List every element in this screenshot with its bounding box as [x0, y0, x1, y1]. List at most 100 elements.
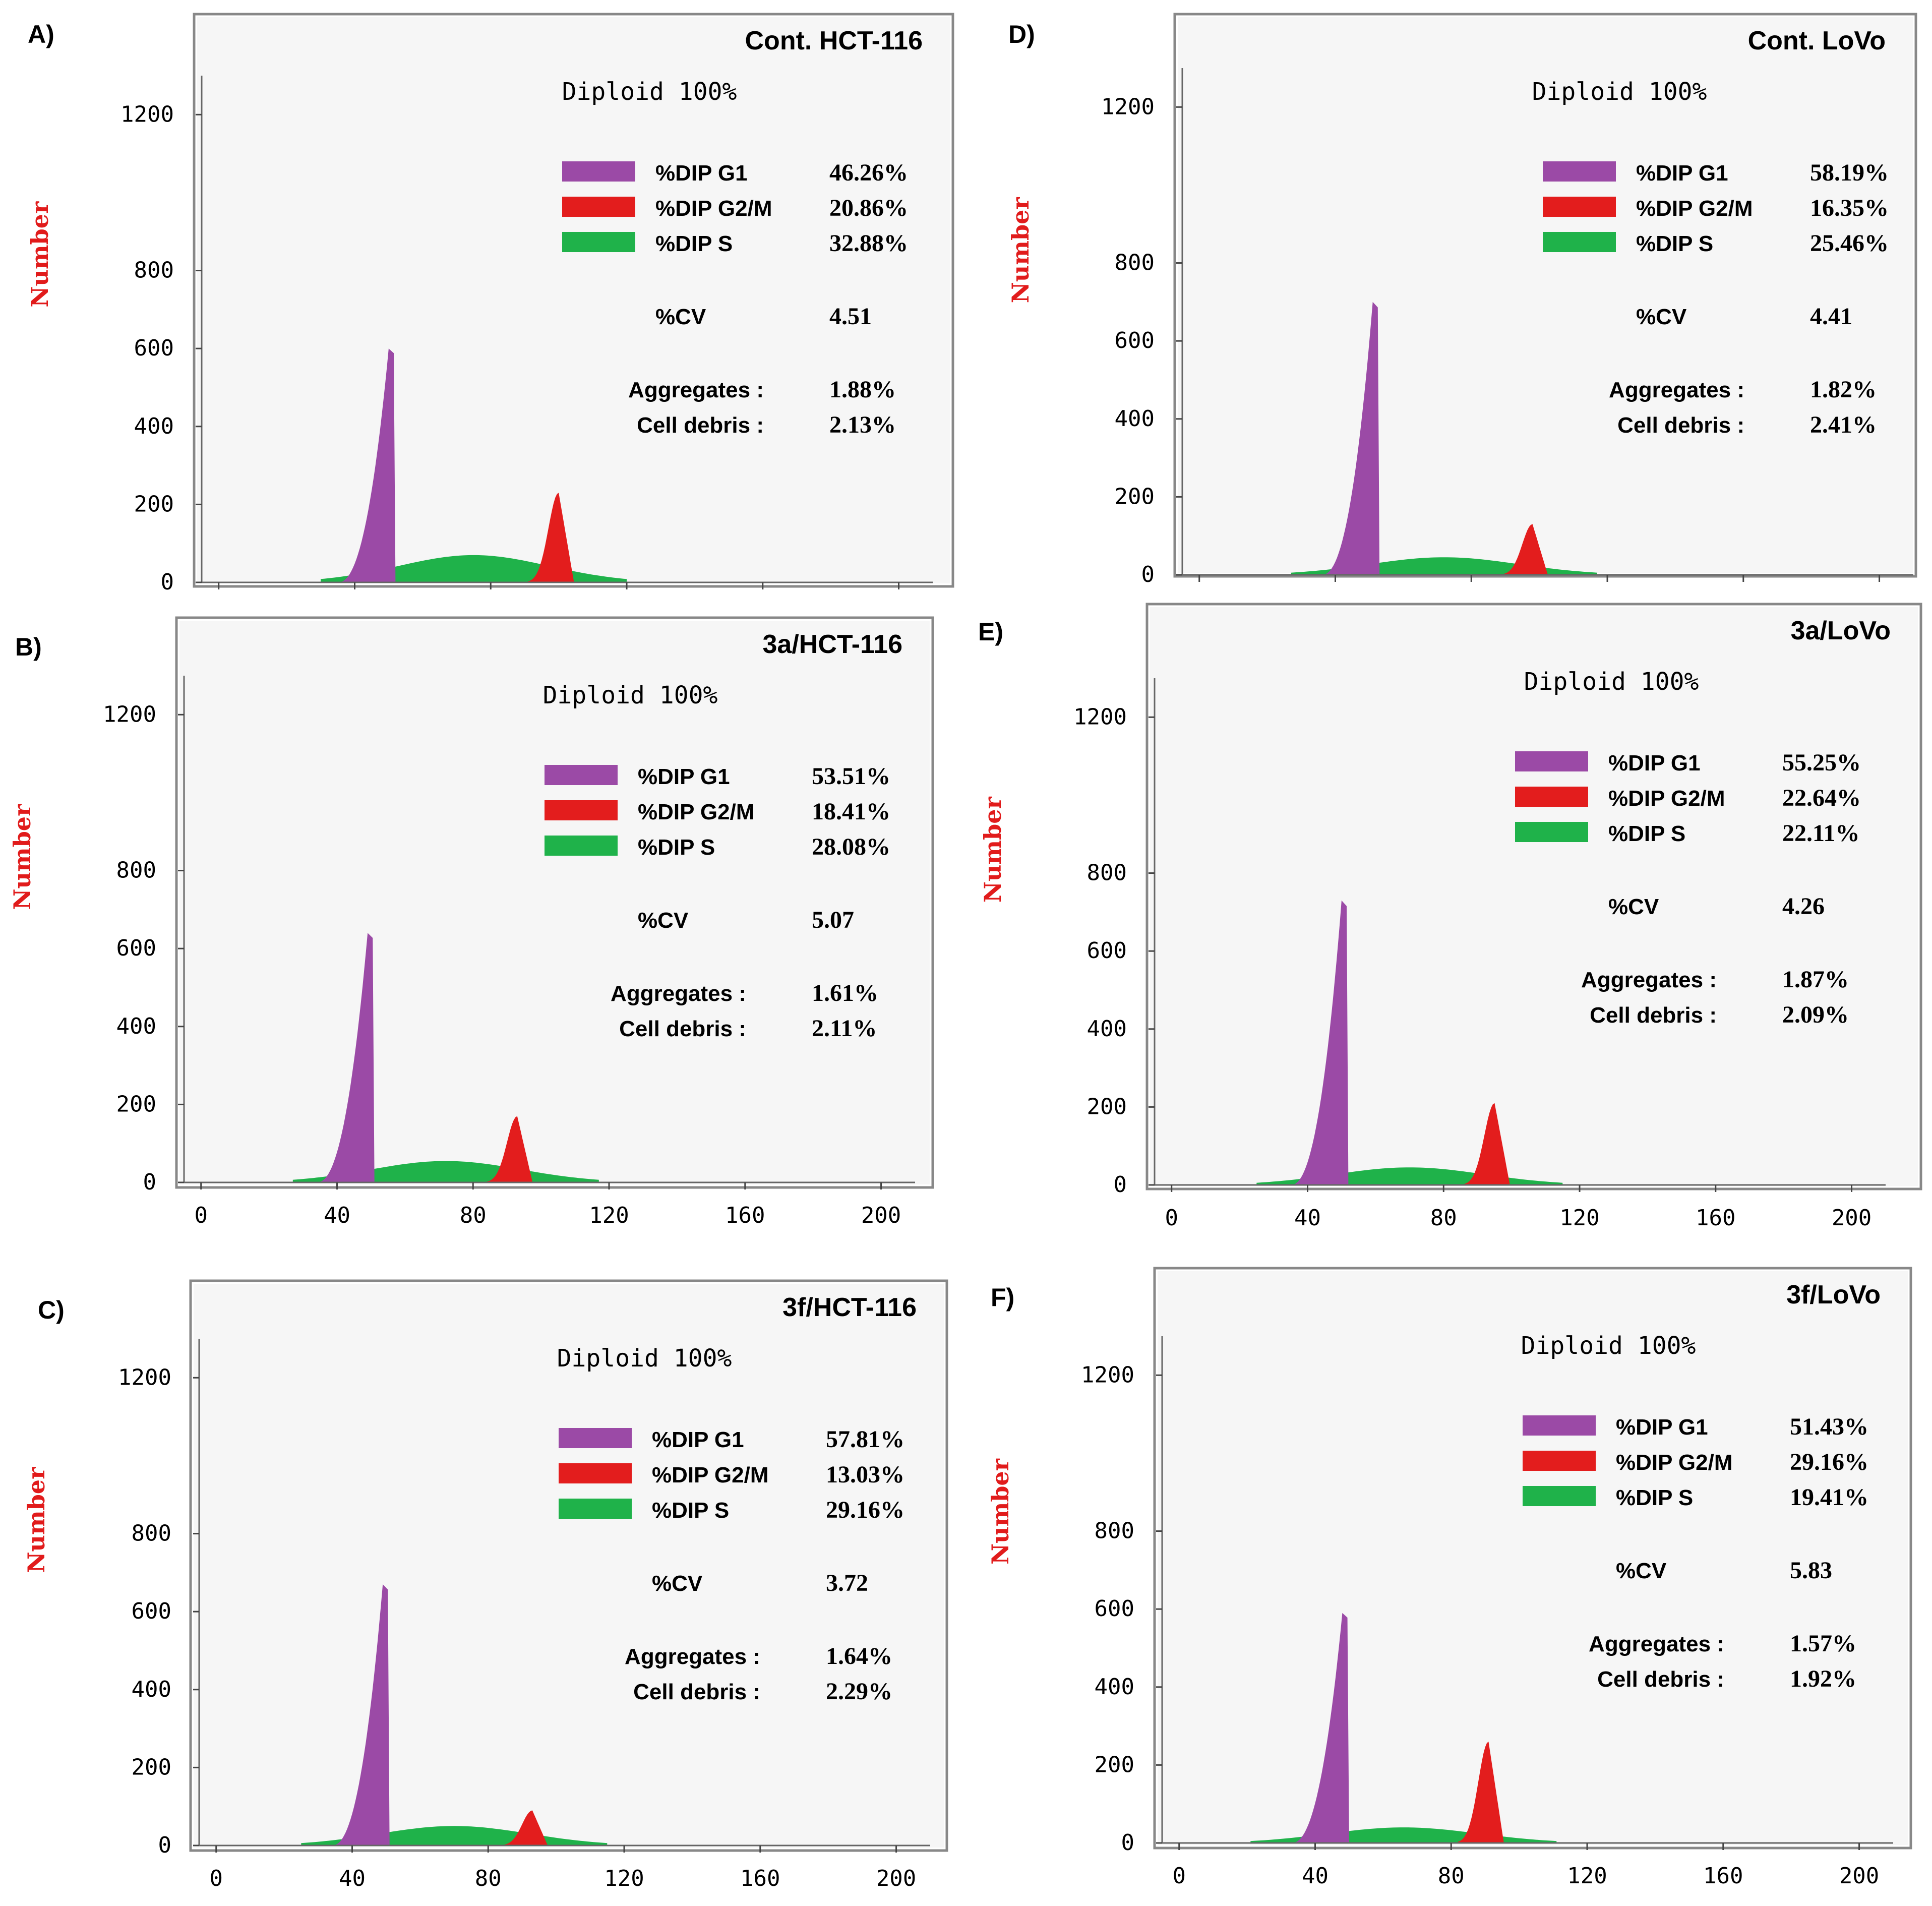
- x-tick-label: 120: [1567, 1863, 1607, 1889]
- x-tick-label: 80: [460, 1203, 487, 1228]
- aggregates-label: Aggregates :: [1609, 378, 1744, 402]
- x-tick-label: 160: [725, 1203, 765, 1228]
- legend-swatch: [1543, 161, 1616, 182]
- legend-label: %DIP G2/M: [638, 800, 754, 824]
- y-tick-label: 200: [134, 491, 174, 517]
- cv-value: 5.07: [812, 907, 854, 933]
- y-tick-label: 400: [1087, 1016, 1127, 1042]
- y-tick-label: 0: [1121, 1830, 1135, 1856]
- legend-value: 20.86%: [829, 195, 908, 221]
- legend-swatch: [1515, 822, 1588, 842]
- y-tick-label: 1200: [103, 701, 156, 727]
- x-tick-label: 200: [1839, 1863, 1879, 1889]
- x-tick-label: 0: [1165, 1205, 1178, 1231]
- debris-value: 2.29%: [826, 1678, 892, 1705]
- legend-swatch: [559, 1499, 632, 1519]
- legend-swatch: [1523, 1451, 1596, 1471]
- y-tick-label: 400: [1115, 406, 1155, 432]
- y-tick-label: 200: [116, 1091, 156, 1117]
- g2m-peak: [1458, 1742, 1504, 1843]
- legend-swatch: [1543, 232, 1616, 252]
- y-tick-label: 800: [116, 858, 156, 883]
- y-tick-label: 0: [1114, 1172, 1127, 1198]
- legend-value: 22.64%: [1782, 785, 1861, 811]
- x-tick-label: 0: [209, 1866, 223, 1891]
- legend-label: %DIP G1: [1616, 1415, 1708, 1440]
- y-tick-label: 200: [1095, 1752, 1134, 1777]
- legend-swatch: [1543, 197, 1616, 217]
- y-tick-label: 600: [134, 335, 174, 361]
- x-tick-label: 160: [740, 1866, 780, 1891]
- legend-swatch: [559, 1428, 632, 1448]
- y-tick-label: 600: [1115, 328, 1155, 353]
- ploidy-label: Diploid 100%: [557, 1344, 732, 1373]
- cv-label: %CV: [652, 1571, 703, 1596]
- legend-value: 53.51%: [812, 763, 890, 790]
- debris-value: 2.11%: [812, 1015, 877, 1042]
- panel-b: 0 200 400 600 800 1200 0 40 80 120 160 200 Number B) 3…: [9, 616, 934, 1228]
- debris-value: 1.92%: [1790, 1665, 1856, 1692]
- g2m-peak: [1501, 524, 1548, 575]
- y-tick-label: 800: [1087, 860, 1127, 886]
- aggregates-value: 1.61%: [812, 980, 878, 1006]
- legend-swatch: [559, 1463, 632, 1483]
- y-tick-label: 800: [1115, 250, 1155, 276]
- y-tick-label: 0: [158, 1832, 172, 1858]
- cv-label: %CV: [638, 908, 689, 933]
- g2m-peak: [528, 493, 574, 582]
- y-tick-label: 0: [1141, 562, 1155, 587]
- legend-swatch: [545, 765, 618, 785]
- legend-swatch: [562, 197, 635, 217]
- aggregates-label: Aggregates :: [625, 1644, 760, 1669]
- legend-label: %DIP S: [655, 231, 733, 256]
- x-tick-label: 200: [876, 1866, 916, 1891]
- plot-area: [1178, 17, 1913, 573]
- panel-letter: B): [15, 633, 42, 661]
- g1-peak: [1291, 1613, 1349, 1843]
- legend-value: 18.41%: [812, 798, 890, 825]
- panel-title: 3f/HCT-116: [782, 1293, 917, 1322]
- y-tick-label: 800: [132, 1521, 171, 1546]
- panel-title: 3f/LoVo: [1786, 1280, 1881, 1309]
- legend-label: %DIP G1: [652, 1427, 744, 1452]
- legend-label: %DIP G1: [638, 764, 730, 789]
- legend-value: 13.03%: [826, 1461, 904, 1488]
- panel-d: 0 200 400 600 800 1200 Number D) Cont. LoVo Diplo…: [1007, 13, 1917, 587]
- legend-value: 51.43%: [1790, 1413, 1868, 1440]
- g1-peak: [337, 348, 396, 582]
- ploidy-label: Diploid 100%: [1521, 1332, 1696, 1360]
- g1-peak: [332, 1584, 390, 1845]
- debris-label: Cell debris :: [619, 1017, 746, 1041]
- ploidy-label: Diploid 100%: [1532, 78, 1707, 106]
- legend-label: %DIP S: [1616, 1485, 1693, 1510]
- aggregates-label: Aggregates :: [1581, 968, 1717, 992]
- y-tick-label: 400: [132, 1677, 171, 1702]
- y-axis-label: Number: [1007, 197, 1034, 304]
- y-tick-label: 600: [116, 935, 156, 961]
- legend-swatch: [1523, 1486, 1596, 1506]
- cv-label: %CV: [1616, 1559, 1667, 1583]
- g1-peak: [1290, 900, 1349, 1185]
- legend-label: %DIP S: [638, 835, 715, 860]
- legend-value: 55.25%: [1782, 749, 1861, 776]
- y-tick-label: 0: [143, 1169, 157, 1195]
- plot-area: [1158, 1271, 1908, 1845]
- legend-value: 22.11%: [1782, 820, 1859, 847]
- panel-e: 0 200 400 600 800 1200 0 40 80 120 160 200 Number E) 3…: [978, 603, 1922, 1231]
- x-tick-label: 200: [861, 1203, 901, 1228]
- cv-value: 3.72: [826, 1570, 868, 1596]
- panel-title: Cont. LoVo: [1748, 26, 1886, 55]
- cv-label: %CV: [655, 305, 706, 329]
- legend-label: %DIP G2/M: [1616, 1450, 1732, 1475]
- ploidy-label: Diploid 100%: [1524, 668, 1699, 696]
- x-tick-label: 40: [324, 1203, 350, 1228]
- debris-label: Cell debris :: [1597, 1667, 1724, 1692]
- cv-value: 4.26: [1782, 893, 1825, 920]
- debris-label: Cell debris :: [1590, 1003, 1717, 1028]
- panel-title: 3a/HCT-116: [763, 630, 903, 659]
- g2m-peak: [502, 1810, 548, 1845]
- debris-value: 2.13%: [829, 411, 896, 438]
- debris-label: Cell debris :: [637, 413, 764, 438]
- legend-label: %DIP S: [652, 1498, 729, 1523]
- y-tick-label: 800: [134, 258, 174, 283]
